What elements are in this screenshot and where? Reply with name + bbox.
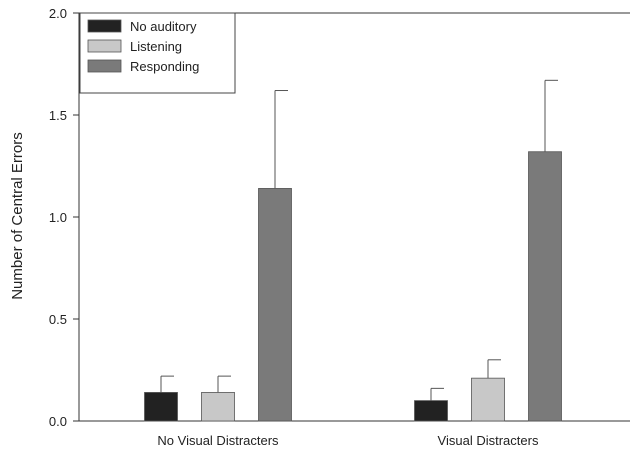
bar-no-auditory bbox=[144, 392, 178, 422]
x-tick-labels: No Visual Distracters Visual Distracters bbox=[157, 433, 539, 448]
legend-label: Listening bbox=[130, 39, 182, 54]
legend-swatch bbox=[87, 59, 122, 73]
y-tick-label: 0.5 bbox=[49, 312, 67, 327]
y-tick-label: 1.5 bbox=[49, 108, 67, 123]
legend: No auditory Listening Responding bbox=[79, 12, 236, 94]
legend-label: Responding bbox=[130, 59, 199, 74]
y-axis-label: Number of Central Errors bbox=[9, 132, 26, 300]
y-tick-label: 2.0 bbox=[49, 6, 67, 21]
bars bbox=[144, 79, 562, 422]
x-tick-label: Visual Distracters bbox=[438, 433, 539, 448]
bar-listening bbox=[471, 377, 505, 422]
bar-no-auditory bbox=[414, 400, 448, 422]
legend-swatch bbox=[87, 19, 122, 33]
y-tick-label: 0.0 bbox=[49, 414, 67, 429]
bar-listening bbox=[201, 392, 235, 422]
bar-responding bbox=[258, 188, 292, 422]
bar-responding bbox=[528, 151, 562, 422]
y-tick-label: 1.0 bbox=[49, 210, 67, 225]
y-ticks: 0.0 0.5 1.0 1.5 2.0 bbox=[49, 6, 79, 429]
legend-swatch bbox=[87, 39, 122, 53]
legend-label: No auditory bbox=[130, 19, 197, 34]
x-tick-label: No Visual Distracters bbox=[157, 433, 279, 448]
